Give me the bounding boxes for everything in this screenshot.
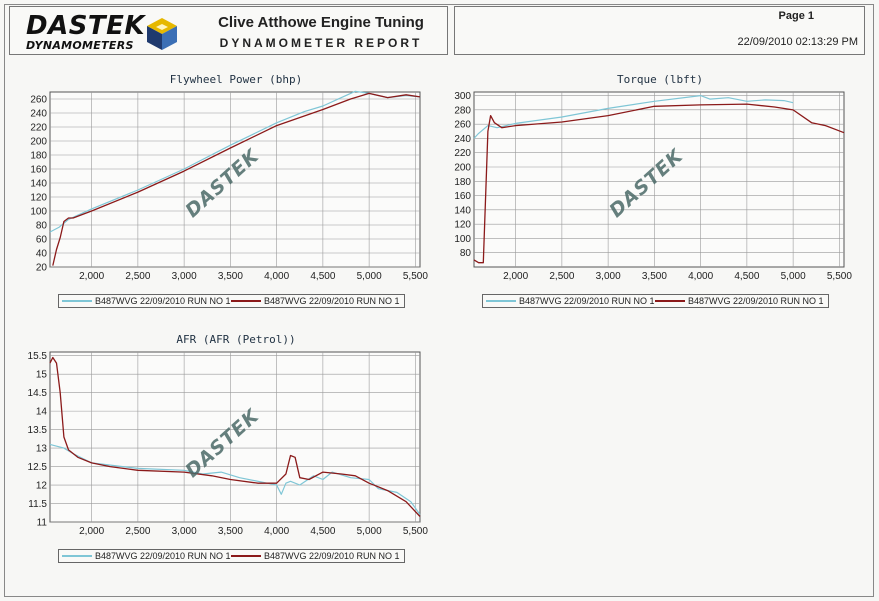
y-tick-label: 11: [37, 518, 48, 529]
y-tick-label: 200: [454, 163, 471, 174]
legend-swatch: [62, 300, 92, 302]
legend-entry: B487WVG 22/09/2010 RUN NO 1: [95, 551, 231, 561]
y-tick-label: 120: [454, 220, 471, 231]
report-frame: [4, 4, 874, 597]
x-tick-label: 4,000: [264, 271, 289, 282]
x-tick-label: 5,500: [403, 526, 428, 537]
x-tick-label: 2,500: [549, 271, 574, 282]
x-tick-label: 4,000: [688, 271, 713, 282]
power-chart-legend: B487WVG 22/09/2010 RUN NO 1 B487WVG 22/0…: [58, 294, 405, 308]
x-tick-label: 3,000: [596, 271, 621, 282]
page-number: Page 1: [778, 10, 814, 22]
y-tick-label: 20: [36, 263, 48, 274]
x-tick-label: 4,500: [310, 271, 335, 282]
y-tick-label: 80: [460, 248, 472, 259]
x-tick-label: 5,000: [357, 271, 382, 282]
series-line-2: [49, 356, 421, 517]
y-tick-label: 12.5: [28, 462, 48, 473]
x-tick-label: 5,500: [827, 271, 852, 282]
plot-area: [49, 351, 421, 523]
y-tick-label: 260: [30, 95, 47, 106]
x-tick-label: 3,500: [642, 271, 667, 282]
series-line-1: [49, 443, 421, 515]
x-tick-label: 2,000: [79, 271, 104, 282]
series-line-2: [473, 103, 845, 264]
y-tick-label: 13: [36, 444, 48, 455]
legend-entry: B487WVG 22/09/2010 RUN NO 1: [95, 296, 231, 306]
x-tick-label: 4,500: [310, 526, 335, 537]
y-tick-label: 12: [36, 481, 48, 492]
x-tick-label: 2,000: [503, 271, 528, 282]
x-tick-label: 5,000: [357, 526, 382, 537]
y-tick-label: 200: [30, 137, 47, 148]
x-tick-label: 2,500: [125, 526, 150, 537]
torque-chart-legend: B487WVG 22/09/2010 RUN NO 1 B487WVG 22/0…: [482, 294, 829, 308]
y-tick-label: 100: [454, 234, 471, 245]
x-tick-label: 3,500: [218, 526, 243, 537]
legend-swatch: [655, 300, 685, 302]
legend-swatch: [231, 555, 261, 557]
y-tick-label: 120: [30, 193, 47, 204]
series-line-2: [52, 92, 421, 266]
x-tick-label: 3,000: [172, 271, 197, 282]
legend-swatch: [486, 300, 516, 302]
y-tick-label: 280: [454, 105, 471, 116]
afr-chart: 11 11.5 12 12.5 13 13.5 14 14.5 15 15.5 2,000 2,500…: [28, 351, 429, 537]
x-tick-label: 3,500: [218, 271, 243, 282]
afr-chart-title: AFR (AFR (Petrol)): [176, 333, 296, 346]
y-tick-label: 14: [36, 407, 48, 418]
y-tick-label: 180: [30, 151, 47, 162]
legend-entry: B487WVG 22/09/2010 RUN NO 1: [688, 296, 824, 306]
y-tick-label: 160: [454, 191, 471, 202]
x-tick-label: 3,000: [172, 526, 197, 537]
torque-chart: 80 100 120 140 160 180 200 220 240 260 280 300 2,000…: [454, 91, 852, 282]
report-title: DYNAMOMETER REPORT: [219, 36, 423, 50]
x-tick-label: 4,500: [734, 271, 759, 282]
y-tick-label: 240: [30, 109, 47, 120]
torque-chart-title: Torque (lbft): [616, 73, 704, 86]
x-tick-label: 2,000: [79, 526, 104, 537]
legend-entry: B487WVG 22/09/2010 RUN NO 1: [264, 296, 400, 306]
y-tick-label: 240: [454, 134, 471, 145]
y-tick-label: 14.5: [28, 388, 48, 399]
x-tick-label: 5,500: [403, 271, 428, 282]
dastek-cube-icon: [147, 18, 177, 50]
company-name: Clive Atthowe Engine Tuning: [218, 14, 424, 31]
y-tick-label: 140: [454, 205, 471, 216]
y-tick-label: 13.5: [28, 425, 48, 436]
y-tick-label: 260: [454, 120, 471, 131]
y-tick-label: 140: [30, 179, 47, 190]
power-chart-title: Flywheel Power (bhp): [169, 73, 303, 86]
series-line-1: [473, 95, 794, 139]
report-meta: Page 1 22/09/2010 02:13:29 PM: [454, 6, 865, 55]
y-tick-label: 80: [36, 221, 48, 232]
y-tick-label: 11.5: [28, 499, 47, 510]
y-tick-label: 160: [30, 165, 47, 176]
x-tick-label: 5,000: [781, 271, 806, 282]
report-datetime: 22/09/2010 02:13:29 PM: [737, 36, 858, 48]
legend-entry: B487WVG 22/09/2010 RUN NO 1: [264, 551, 400, 561]
y-tick-label: 100: [30, 207, 47, 218]
report-header: DASTEK DYNAMOMETERS Clive Atthowe Engine…: [9, 6, 448, 55]
logo-subtitle: DYNAMOMETERS: [26, 39, 134, 52]
y-tick-label: 300: [454, 91, 471, 102]
y-tick-label: 60: [36, 235, 48, 246]
x-tick-label: 2,500: [125, 271, 150, 282]
y-tick-label: 180: [454, 177, 471, 188]
power-chart: 20 40 60 80 100 120 140 160 180 200 220 240 260 2,000…: [30, 90, 428, 282]
y-tick-label: 15.5: [28, 351, 48, 362]
y-tick-label: 220: [454, 148, 471, 159]
legend-swatch: [231, 300, 261, 302]
legend-entry: B487WVG 22/09/2010 RUN NO 1: [519, 296, 655, 306]
y-tick-label: 40: [36, 249, 48, 260]
y-tick-label: 15: [36, 370, 48, 381]
logo-text: DASTEK: [26, 11, 146, 41]
x-tick-label: 4,000: [264, 526, 289, 537]
legend-swatch: [62, 555, 92, 557]
afr-chart-legend: B487WVG 22/09/2010 RUN NO 1 B487WVG 22/0…: [58, 549, 405, 563]
y-tick-label: 220: [30, 123, 47, 134]
